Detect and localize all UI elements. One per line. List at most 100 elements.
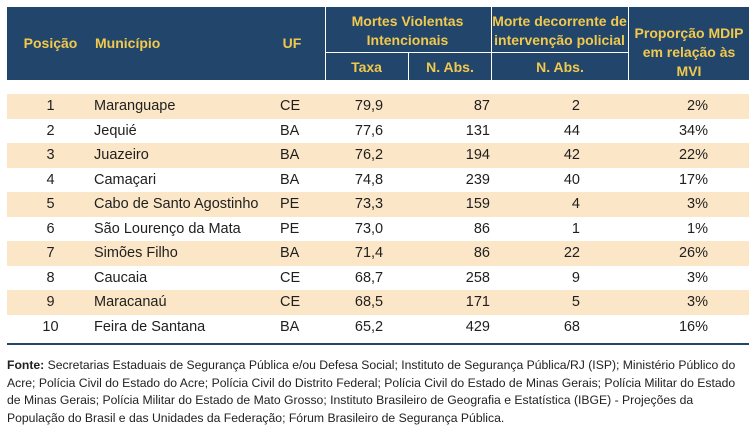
cell-taxa: 73,3	[354, 196, 384, 213]
cell-proporcao: 22%	[678, 147, 708, 164]
cell-posicao: 7	[46, 245, 55, 262]
table-row: 7 Simões Filho BA 71,4 86 22 26%	[7, 241, 749, 266]
ranking-table: Posição Município UF Mortes Violentas In…	[7, 7, 749, 80]
header-mvi-line2: Intencionais	[366, 32, 449, 48]
cell-posicao: 2	[46, 122, 55, 139]
header-nabs: N. Abs.	[426, 59, 474, 75]
cell-municipio: Camaçari	[94, 171, 157, 188]
cell-mdip: 68	[563, 318, 580, 335]
cell-uf: CE	[280, 294, 301, 311]
cell-taxa: 76,2	[354, 147, 384, 164]
cell-posicao: 8	[46, 269, 55, 286]
table-body: 1 Maranguape CE 79,9 87 2 2% 2 Jequié BA…	[7, 94, 749, 339]
header-divider	[491, 7, 492, 80]
cell-municipio: Caucaia	[94, 269, 148, 286]
cell-nabs: 159	[465, 196, 490, 213]
cell-proporcao: 3%	[687, 196, 708, 213]
cell-posicao: 4	[46, 171, 55, 188]
cell-uf: PE	[280, 196, 300, 213]
cell-uf: CE	[280, 269, 301, 286]
cell-posicao: 9	[46, 294, 55, 311]
cell-municipio: Simões Filho	[94, 245, 178, 262]
table-header: Posição Município UF Mortes Violentas In…	[7, 7, 749, 80]
table-row: 6 São Lourenço da Mata PE 73,0 86 1 1%	[7, 217, 749, 242]
cell-mdip: 40	[563, 171, 580, 188]
cell-mdip: 22	[563, 245, 580, 262]
cell-proporcao: 34%	[678, 122, 708, 139]
header-divider	[408, 52, 409, 80]
header-mvi-line1: Mortes Violentas	[351, 13, 464, 29]
table-bottom-rule	[7, 343, 749, 345]
cell-municipio: São Lourenço da Mata	[94, 220, 241, 237]
cell-nabs: 194	[465, 147, 490, 164]
header-posicao: Posição	[23, 35, 78, 51]
cell-proporcao: 3%	[687, 269, 708, 286]
table-row: 8 Caucaia CE 68,7 258 9 3%	[7, 266, 749, 291]
cell-mdip: 42	[563, 147, 580, 164]
cell-taxa: 77,6	[354, 122, 384, 139]
table-row: 5 Cabo de Santo Agostinho PE 73,3 159 4 …	[7, 192, 749, 217]
cell-proporcao: 26%	[678, 245, 708, 262]
cell-taxa: 71,4	[354, 245, 384, 262]
cell-uf: CE	[280, 98, 301, 115]
cell-uf: BA	[280, 171, 300, 188]
header-mdip-line2: intervenção policial	[494, 32, 625, 48]
header-taxa: Taxa	[351, 59, 382, 75]
cell-posicao: 1	[46, 98, 55, 115]
cell-municipio: Jequié	[94, 122, 137, 139]
cell-taxa: 73,0	[354, 220, 384, 237]
cell-mdip: 1	[571, 220, 580, 237]
cell-mdip: 44	[563, 122, 580, 139]
cell-mdip: 2	[571, 98, 580, 115]
cell-posicao: 5	[46, 196, 55, 213]
header-uf: UF	[282, 35, 302, 51]
cell-nabs: 86	[473, 245, 490, 262]
cell-nabs: 258	[465, 269, 490, 286]
cell-mdip: 4	[571, 196, 580, 213]
cell-proporcao: 17%	[678, 171, 708, 188]
header-divider	[325, 52, 628, 53]
cell-taxa: 68,5	[354, 294, 384, 311]
table-row: 2 Jequié BA 77,6 131 44 34%	[7, 119, 749, 144]
cell-proporcao: 2%	[687, 98, 708, 115]
cell-nabs: 429	[465, 318, 490, 335]
cell-mdip: 9	[571, 269, 580, 286]
cell-taxa: 74,8	[354, 171, 384, 188]
header-prop-line1: Proporção MDIP	[634, 25, 744, 41]
footnote-label: Fonte:	[7, 358, 45, 372]
table-row: 10 Feira de Santana BA 65,2 429 68 16%	[7, 315, 749, 340]
cell-municipio: Maranguape	[94, 98, 176, 115]
cell-nabs: 131	[465, 122, 490, 139]
footnote-text: Secretarias Estaduais de Segurança Públi…	[7, 358, 736, 425]
header-prop-line2: em relação às MVI	[642, 44, 736, 79]
cell-proporcao: 16%	[678, 318, 708, 335]
footnote: Fonte: Secretarias Estaduais de Seguranç…	[7, 357, 742, 427]
cell-municipio: Cabo de Santo Agostinho	[94, 196, 259, 213]
cell-municipio: Juazeiro	[94, 147, 149, 164]
cell-mdip: 5	[571, 294, 580, 311]
table-row: 9 Maracanaú CE 68,5 171 5 3%	[7, 290, 749, 315]
cell-posicao: 6	[46, 220, 55, 237]
header-divider	[325, 7, 326, 80]
table-row: 1 Maranguape CE 79,9 87 2 2%	[7, 94, 749, 119]
cell-municipio: Maracanaú	[94, 294, 167, 311]
cell-uf: BA	[280, 147, 300, 164]
header-nabs-mdip: N. Abs.	[536, 59, 584, 75]
cell-uf: PE	[280, 220, 300, 237]
cell-taxa: 68,7	[354, 269, 384, 286]
cell-nabs: 239	[465, 171, 490, 188]
table-row: 3 Juazeiro BA 76,2 194 42 22%	[7, 143, 749, 168]
header-divider	[628, 7, 629, 80]
cell-proporcao: 1%	[687, 220, 708, 237]
cell-posicao: 3	[46, 147, 55, 164]
cell-proporcao: 3%	[687, 294, 708, 311]
cell-municipio: Feira de Santana	[94, 318, 206, 335]
cell-uf: BA	[280, 318, 300, 335]
cell-nabs: 86	[473, 220, 490, 237]
table-row: 4 Camaçari BA 74,8 239 40 17%	[7, 168, 749, 193]
cell-taxa: 65,2	[354, 318, 384, 335]
cell-uf: BA	[280, 122, 300, 139]
cell-uf: BA	[280, 245, 300, 262]
cell-nabs: 87	[473, 98, 490, 115]
header-mdip-line1: Morte decorrente de	[492, 13, 627, 29]
